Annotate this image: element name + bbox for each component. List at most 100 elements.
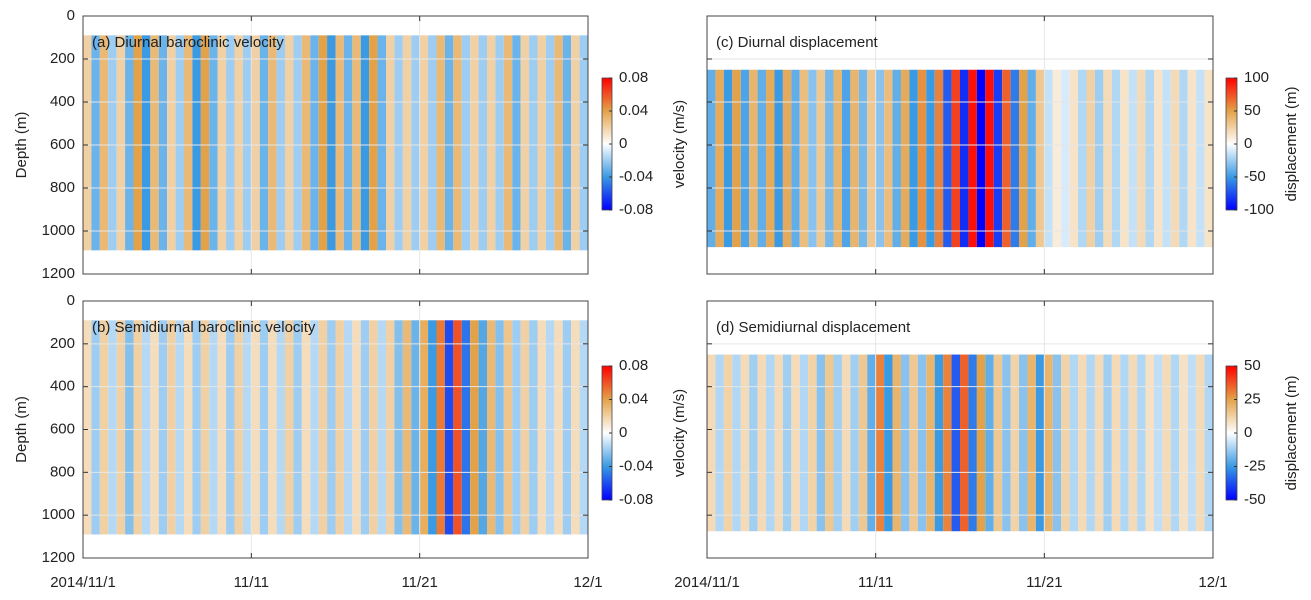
- heat-column: [1061, 354, 1070, 532]
- heat-column: [968, 354, 977, 532]
- heat-column: [1128, 69, 1138, 248]
- y-tick-label: 0: [67, 292, 75, 309]
- heat-column: [867, 354, 876, 532]
- colorbar-tick-label: -50: [1244, 491, 1266, 508]
- colorbar-label: velocity (m/s): [671, 389, 688, 477]
- heat-column: [310, 35, 319, 251]
- heat-column: [579, 35, 588, 251]
- heat-column: [116, 320, 126, 535]
- heat-column: [909, 354, 918, 532]
- heat-column: [554, 35, 563, 251]
- heat-column: [1187, 354, 1197, 532]
- heat-column: [453, 35, 462, 251]
- heat-column: [723, 69, 733, 248]
- y-tick-label: 800: [50, 463, 75, 480]
- heat-column: [545, 320, 555, 535]
- axes-frame: [82, 15, 589, 275]
- heat-column: [816, 69, 826, 248]
- panel-title: (c) Diurnal displacement: [716, 34, 879, 51]
- heat-column: [571, 320, 580, 535]
- panel-title: (d) Semidiurnal displacement: [716, 319, 911, 336]
- heat-column: [833, 354, 842, 532]
- heat-column: [125, 35, 134, 251]
- heat-column: [217, 35, 227, 251]
- heat-column: [825, 69, 834, 248]
- heat-column: [200, 35, 210, 251]
- heat-column: [444, 35, 454, 251]
- heat-column: [960, 69, 969, 248]
- heat-column: [369, 320, 378, 535]
- heat-column: [141, 35, 151, 251]
- heat-column: [470, 320, 479, 535]
- y-axis-label: Depth (m): [13, 112, 30, 179]
- heat-column: [579, 320, 588, 535]
- heat-column: [209, 320, 218, 535]
- heat-column: [1170, 69, 1180, 248]
- heat-column: [352, 320, 361, 535]
- heat-column: [917, 354, 927, 532]
- axes-frame: [706, 15, 1214, 275]
- heat-column: [791, 69, 800, 248]
- heat-column: [133, 35, 142, 251]
- heat-column: [470, 35, 479, 251]
- heat-column: [875, 69, 885, 248]
- heat-column: [377, 320, 386, 535]
- heat-column: [1162, 69, 1171, 248]
- heat-column: [1094, 69, 1104, 248]
- heat-column: [360, 320, 370, 535]
- heat-column: [167, 35, 176, 251]
- heat-column: [1196, 69, 1205, 248]
- heat-column: [774, 69, 783, 248]
- heat-column: [943, 354, 952, 532]
- heat-column: [1069, 69, 1079, 248]
- heat-column: [487, 320, 496, 535]
- heat-column: [487, 35, 496, 251]
- heat-column: [234, 35, 243, 251]
- heat-column: [116, 35, 126, 251]
- heat-column: [377, 35, 386, 251]
- heat-column: [318, 35, 328, 251]
- colorbar-tick-label: 50: [1244, 357, 1261, 374]
- heat-column: [478, 35, 487, 251]
- colorbar-tick-label: -0.08: [619, 491, 653, 508]
- heat-column: [909, 69, 918, 248]
- heat-column: [766, 354, 775, 532]
- heat-column: [1052, 354, 1062, 532]
- x-tick-label: 11/21: [1026, 574, 1062, 591]
- colorbar-tick-label: 25: [1244, 390, 1261, 407]
- heat-column: [707, 69, 716, 248]
- heat-column: [478, 320, 487, 535]
- colorbar-tick-label: 100: [1244, 69, 1269, 86]
- colorbar-tick-label: -0.04: [619, 168, 653, 185]
- heat-column: [1086, 354, 1095, 532]
- heat-column: [749, 69, 758, 248]
- heat-column: [402, 320, 412, 535]
- heat-column: [394, 35, 403, 251]
- x-tick-label: 2014/11/1: [674, 574, 740, 591]
- heat-column: [1078, 69, 1087, 248]
- y-tick-label: 600: [50, 136, 75, 153]
- heat-column: [749, 354, 758, 532]
- heat-column: [369, 35, 378, 251]
- heat-column: [386, 320, 395, 535]
- heat-column: [740, 354, 750, 532]
- colorbar-tick-label: 0.08: [619, 357, 648, 374]
- x-tick-label: 11/11: [234, 574, 269, 591]
- heat-column: [951, 354, 960, 532]
- heat-column: [1153, 354, 1163, 532]
- heat-column: [841, 69, 851, 248]
- heat-column: [1061, 69, 1070, 248]
- heat-column: [993, 354, 1003, 532]
- heat-column: [184, 35, 193, 251]
- heat-column: [1204, 354, 1213, 532]
- heat-column: [782, 69, 792, 248]
- heat-column: [892, 354, 901, 532]
- heat-column: [1027, 69, 1036, 248]
- heat-column: [545, 35, 555, 251]
- heat-column: [99, 320, 109, 535]
- heat-column: [461, 35, 471, 251]
- heat-column: [503, 320, 513, 535]
- heat-column: [1179, 354, 1188, 532]
- heat-column: [740, 69, 750, 248]
- heat-column: [1111, 354, 1121, 532]
